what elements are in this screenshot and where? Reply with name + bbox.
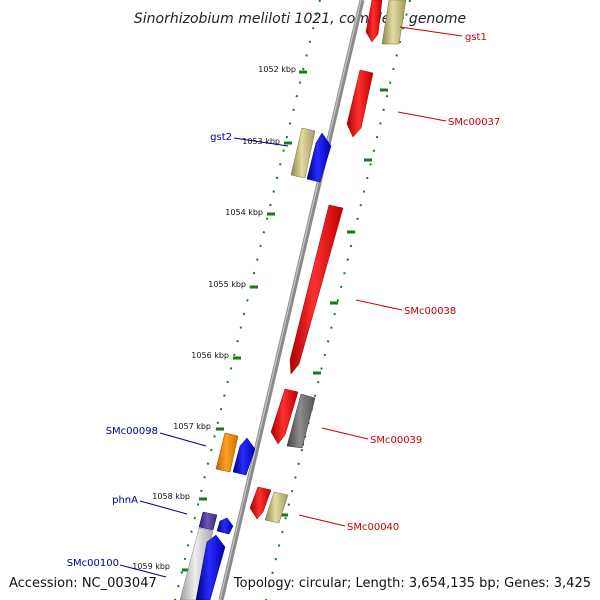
reverse-strand-genes (179, 127, 332, 600)
gene-label-smc00098[interactable]: SMc00098 (106, 426, 158, 437)
gene-phna[interactable] (216, 517, 234, 535)
gene-smc00039[interactable] (270, 388, 299, 445)
gene-khaki-gst2-neighbor[interactable] (290, 127, 316, 179)
gene-gray[interactable] (286, 393, 316, 449)
gene-smc00040[interactable] (249, 486, 272, 520)
gene-smc00038[interactable] (289, 204, 344, 375)
leader-smc00037 (397, 111, 447, 122)
tick-label: 1059 kbp (132, 562, 170, 571)
gene-label-smc00040[interactable]: SMc00040 (347, 522, 399, 533)
leader-smc00038 (355, 299, 403, 311)
leader-gst2 (233, 137, 289, 147)
gene-smc00037[interactable] (346, 69, 374, 138)
genome-backbone (218, 0, 365, 600)
gene-label-gst1[interactable]: gst1 (465, 32, 487, 43)
leader-smc00100 (119, 564, 167, 578)
tick-labels: 1052 kbp 1053 kbp 1054 kbp 1055 kbp 1056… (132, 65, 296, 571)
leader-phna (139, 500, 188, 515)
label-leaders (119, 26, 463, 578)
gene-label-phna[interactable]: phnA (112, 495, 138, 506)
gene-gst2[interactable] (306, 132, 332, 183)
tick-label: 1054 kbp (225, 208, 263, 217)
leader-smc00040 (298, 514, 346, 527)
tick-label: 1053 kbp (242, 137, 280, 146)
inner-scale-track (174, 0, 321, 600)
genome-backbone-highlight (219, 0, 362, 600)
tick-label: 1055 kbp (208, 280, 246, 289)
gene-khaki-bottom[interactable] (264, 491, 289, 524)
tick-label: 1058 kbp (152, 492, 190, 501)
leader-gst1 (399, 26, 463, 37)
tick-label: 1052 kbp (258, 65, 296, 74)
accession-text: Accession: NC_003047 (9, 576, 157, 591)
gene-label-smc00100[interactable]: SMc00100 (67, 558, 119, 569)
gene-smc00098-blue[interactable] (232, 437, 256, 476)
gene-silver[interactable] (179, 527, 214, 600)
forward-strand-genes (249, 0, 407, 524)
gene-smc00098[interactable] (215, 432, 239, 473)
gene-label-gst2[interactable]: gst2 (210, 132, 232, 143)
gene-label-smc00037[interactable]: SMc00037 (448, 117, 500, 128)
leader-smc00039 (321, 427, 369, 440)
gene-smc00100[interactable] (195, 534, 226, 600)
map-title: Sinorhizobium meliloti 1021, complete ge… (134, 11, 466, 27)
outer-scale-track (265, 0, 411, 600)
topology-text: Topology: circular; Length: 3,654,135 bp… (233, 576, 591, 591)
gene-phna-purple[interactable] (198, 511, 218, 531)
gene-khaki-top[interactable] (381, 0, 407, 45)
gene-label-smc00038[interactable]: SMc00038 (404, 306, 456, 317)
gene-gst1[interactable] (365, 0, 383, 43)
gene-label-smc00039[interactable]: SMc00039 (370, 435, 422, 446)
leader-smc00098 (159, 432, 207, 447)
tick-label: 1056 kbp (191, 351, 229, 360)
gene-labels: gst1 SMc00037 gst2 SMc00038 SMc00039 SMc… (67, 32, 501, 569)
tick-label: 1057 kbp (173, 422, 211, 431)
